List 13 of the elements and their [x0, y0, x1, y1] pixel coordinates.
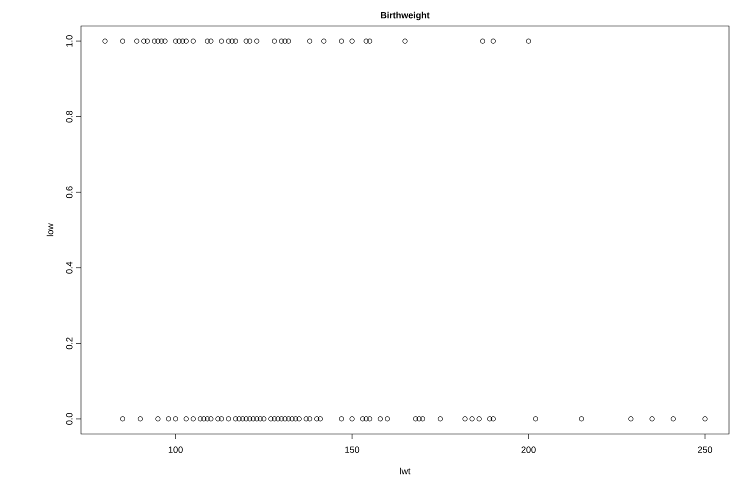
y-tick-label: 1.0 [66, 35, 72, 47]
chart-title: Birthweight [380, 12, 430, 20]
x-axis-title: lwt [400, 468, 410, 474]
y-tick-label: 0.4 [66, 262, 72, 274]
y-axis-title: low [46, 223, 54, 236]
x-tick-label: 150 [345, 446, 360, 453]
x-tick-label: 250 [698, 446, 712, 453]
y-tick-label: 0.6 [66, 186, 72, 198]
y-tick-label: 0.8 [66, 110, 72, 123]
y-tick-label: 0.2 [66, 338, 72, 350]
x-tick-label: 200 [522, 446, 536, 453]
x-tick-label: 100 [168, 446, 183, 453]
y-tick-label: 0.0 [66, 413, 72, 425]
